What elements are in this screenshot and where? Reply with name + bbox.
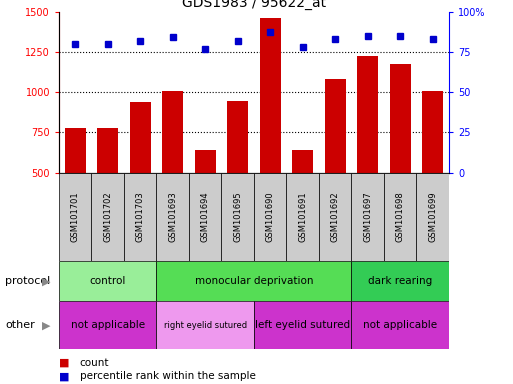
Text: GSM101697: GSM101697 [363,192,372,242]
Text: GSM101701: GSM101701 [71,192,80,242]
Bar [130,102,151,253]
Text: GSM101702: GSM101702 [103,192,112,242]
Title: GDS1983 / 95622_at: GDS1983 / 95622_at [182,0,326,10]
Bar [286,173,319,261]
Text: protocol: protocol [5,276,50,286]
Text: not applicable: not applicable [363,320,437,331]
Bar [351,261,449,301]
Text: count: count [80,358,109,368]
Bar [91,173,124,261]
Text: GSM101691: GSM101691 [298,192,307,242]
Bar [422,91,443,253]
Bar [389,64,411,253]
Text: GSM101698: GSM101698 [396,192,405,242]
Text: GSM101693: GSM101693 [168,192,177,242]
Text: percentile rank within the sample: percentile rank within the sample [80,371,255,381]
Text: left eyelid sutured: left eyelid sutured [255,320,350,331]
Bar [227,101,248,253]
Text: ▶: ▶ [42,320,50,331]
Bar [222,173,254,261]
Bar [254,301,351,349]
Bar [260,18,281,253]
Text: right eyelid sutured: right eyelid sutured [164,321,247,330]
Bar [351,301,449,349]
Text: ■: ■ [59,371,69,381]
Bar [59,301,156,349]
Bar [59,261,156,301]
Text: GSM101690: GSM101690 [266,192,274,242]
Text: GSM101692: GSM101692 [331,192,340,242]
Text: monocular deprivation: monocular deprivation [195,276,313,286]
Text: not applicable: not applicable [71,320,145,331]
Bar [292,150,313,253]
Text: control: control [90,276,126,286]
Text: GSM101695: GSM101695 [233,192,242,242]
Bar [254,173,286,261]
Text: dark rearing: dark rearing [368,276,432,286]
Bar [97,128,119,253]
Bar [417,173,449,261]
Text: GSM101699: GSM101699 [428,192,437,242]
Bar [384,173,417,261]
Text: GSM101703: GSM101703 [136,192,145,242]
Bar [156,301,254,349]
Text: ■: ■ [59,358,69,368]
Text: ▶: ▶ [42,276,50,286]
Bar [325,79,346,253]
Bar [319,173,351,261]
Bar [156,173,189,261]
Bar [351,173,384,261]
Bar [124,173,156,261]
Bar [162,91,183,253]
Bar [156,261,351,301]
Text: GSM101694: GSM101694 [201,192,210,242]
Bar [59,173,91,261]
Bar [357,56,378,253]
Bar [194,150,216,253]
Text: other: other [5,320,35,331]
Bar [189,173,222,261]
Bar [65,128,86,253]
